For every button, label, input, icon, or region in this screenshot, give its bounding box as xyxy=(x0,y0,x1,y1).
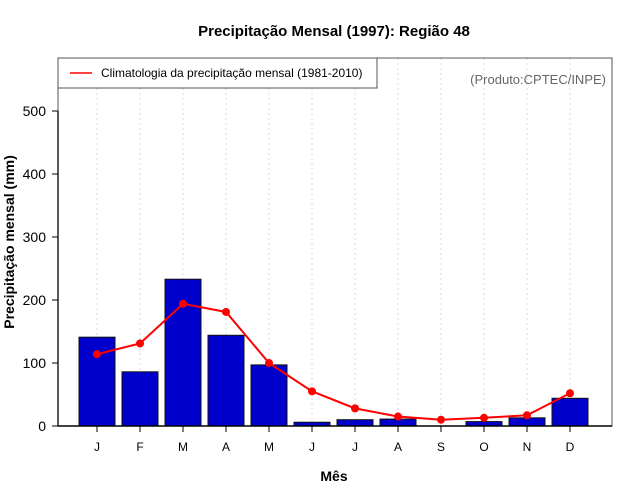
legend: Climatologia da precipitação mensal (198… xyxy=(57,57,378,89)
climatology-point-6 xyxy=(308,387,316,396)
x-tick-label-5: M xyxy=(264,440,274,454)
x-tick-label-8: A xyxy=(394,440,402,454)
x-tick-label-10: O xyxy=(479,440,488,454)
x-tick-label-3: M xyxy=(178,440,188,454)
y-tick-label-500: 500 xyxy=(23,103,47,119)
legend-box xyxy=(57,57,378,89)
bar-7 xyxy=(336,419,374,427)
climatology-point-3 xyxy=(179,299,187,308)
x-tick-label-9: S xyxy=(437,440,445,454)
climatology-point-12 xyxy=(566,389,574,398)
y-tick-label-100: 100 xyxy=(23,355,47,371)
x-tick-label-7: J xyxy=(352,440,358,454)
x-tick-label-1: J xyxy=(94,440,100,454)
bar-12 xyxy=(551,397,589,427)
bar-5 xyxy=(250,364,288,427)
climatology-point-11 xyxy=(523,411,531,420)
climatology-point-2 xyxy=(136,339,144,348)
x-tick-label-6: J xyxy=(309,440,315,454)
bar-2 xyxy=(121,371,159,427)
y-axis-ticks: 0 100 200 300 400 500 xyxy=(23,103,58,434)
y-axis-title: Precipitação mensal (mm) xyxy=(1,155,17,329)
bar-4 xyxy=(207,334,245,427)
climatology-point-9 xyxy=(437,415,445,424)
climatology-point-4 xyxy=(222,307,230,316)
y-tick-label-200: 200 xyxy=(23,292,47,308)
chart-title: Precipitação Mensal (1997): Região 48 xyxy=(198,23,470,40)
x-tick-label-4: A xyxy=(222,440,230,454)
x-axis-title: Mês xyxy=(320,468,347,484)
climatology-line xyxy=(96,302,571,421)
x-tick-label-11: N xyxy=(523,440,532,454)
y-tick-label-300: 300 xyxy=(23,229,47,245)
x-tick-label-2: F xyxy=(136,440,143,454)
product-credit: (Produto:CPTEC/INPE) xyxy=(470,72,606,87)
legend-entry-climatology: Climatologia da precipitação mensal (198… xyxy=(101,66,362,80)
y-tick-label-0: 0 xyxy=(38,418,46,434)
climatology-point-1 xyxy=(93,350,101,359)
x-tick-label-12: D xyxy=(566,440,575,454)
y-tick-label-400: 400 xyxy=(23,166,47,182)
climatology-series xyxy=(93,299,574,424)
bar-series xyxy=(78,278,589,427)
climatology-point-8 xyxy=(394,412,402,421)
climatology-point-10 xyxy=(480,413,488,422)
climatology-point-7 xyxy=(351,404,359,413)
climatology-point-5 xyxy=(265,359,273,367)
